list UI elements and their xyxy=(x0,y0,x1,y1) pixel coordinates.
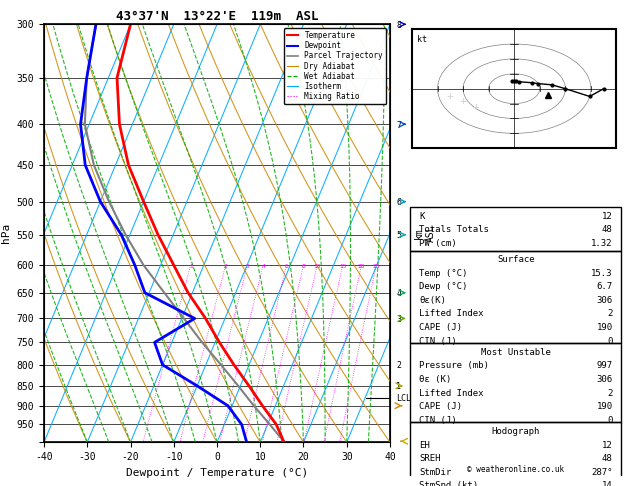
Text: 306: 306 xyxy=(596,375,613,384)
Text: 0: 0 xyxy=(607,416,613,425)
Text: 48: 48 xyxy=(602,454,613,463)
Text: 1.32: 1.32 xyxy=(591,239,613,248)
Text: 3: 3 xyxy=(245,264,249,269)
Text: Hodograph: Hodograph xyxy=(492,427,540,436)
Text: StmDir: StmDir xyxy=(419,468,451,477)
Text: 12: 12 xyxy=(602,212,613,221)
Text: Most Unstable: Most Unstable xyxy=(481,348,551,357)
Text: 997: 997 xyxy=(596,362,613,370)
Text: PW (cm): PW (cm) xyxy=(419,239,457,248)
Text: 2: 2 xyxy=(607,310,613,318)
Title: 43°37'N  13°22'E  119m  ASL: 43°37'N 13°22'E 119m ASL xyxy=(116,10,318,23)
Text: CIN (J): CIN (J) xyxy=(419,337,457,346)
Text: Totals Totals: Totals Totals xyxy=(419,226,489,234)
Text: EH: EH xyxy=(419,441,430,450)
Text: SREH: SREH xyxy=(419,454,440,463)
Legend: Temperature, Dewpoint, Parcel Trajectory, Dry Adiabat, Wet Adiabat, Isotherm, Mi: Temperature, Dewpoint, Parcel Trajectory… xyxy=(284,28,386,104)
Text: +: + xyxy=(472,102,479,112)
Text: θε (K): θε (K) xyxy=(419,375,451,384)
Text: 15: 15 xyxy=(339,264,347,269)
Y-axis label: hPa: hPa xyxy=(1,223,11,243)
Text: Dewp (°C): Dewp (°C) xyxy=(419,282,467,292)
Text: CAPE (J): CAPE (J) xyxy=(419,402,462,411)
Text: 10: 10 xyxy=(314,264,321,269)
Text: 25: 25 xyxy=(372,264,380,269)
Text: 287°: 287° xyxy=(591,468,613,477)
Bar xyxy=(410,422,621,486)
Bar xyxy=(410,251,621,344)
Text: +: + xyxy=(447,91,454,101)
Text: Lifted Index: Lifted Index xyxy=(419,310,484,318)
Bar xyxy=(410,208,621,251)
Text: Pressure (mb): Pressure (mb) xyxy=(419,362,489,370)
Text: © weatheronline.co.uk: © weatheronline.co.uk xyxy=(467,465,564,474)
Bar xyxy=(410,344,621,422)
Text: 6: 6 xyxy=(285,264,289,269)
Text: kt: kt xyxy=(417,35,427,44)
Text: 190: 190 xyxy=(596,402,613,411)
Text: 14: 14 xyxy=(602,481,613,486)
Text: Surface: Surface xyxy=(497,255,535,264)
X-axis label: Dewpoint / Temperature (°C): Dewpoint / Temperature (°C) xyxy=(126,468,308,478)
Text: 2: 2 xyxy=(607,389,613,398)
Text: Temp (°C): Temp (°C) xyxy=(419,269,467,278)
Text: 1: 1 xyxy=(189,264,192,269)
Text: 190: 190 xyxy=(596,323,613,332)
Text: CAPE (J): CAPE (J) xyxy=(419,323,462,332)
Text: K: K xyxy=(419,212,425,221)
Text: 306: 306 xyxy=(596,296,613,305)
Text: +: + xyxy=(460,96,467,105)
Y-axis label: km
ASL: km ASL xyxy=(414,225,436,242)
Text: 12: 12 xyxy=(602,441,613,450)
Text: 2: 2 xyxy=(224,264,228,269)
Text: 0: 0 xyxy=(607,337,613,346)
Text: 15.3: 15.3 xyxy=(591,269,613,278)
Text: Lifted Index: Lifted Index xyxy=(419,389,484,398)
Text: StmSpd (kt): StmSpd (kt) xyxy=(419,481,478,486)
Text: 4: 4 xyxy=(262,264,265,269)
Text: 25.04.2024  18GMT  (Base: 12): 25.04.2024 18GMT (Base: 12) xyxy=(425,31,606,41)
Text: CIN (J): CIN (J) xyxy=(419,416,457,425)
Text: θε(K): θε(K) xyxy=(419,296,446,305)
Text: 8: 8 xyxy=(302,264,306,269)
Text: 6.7: 6.7 xyxy=(596,282,613,292)
Text: 20: 20 xyxy=(358,264,365,269)
Text: 48: 48 xyxy=(602,226,613,234)
